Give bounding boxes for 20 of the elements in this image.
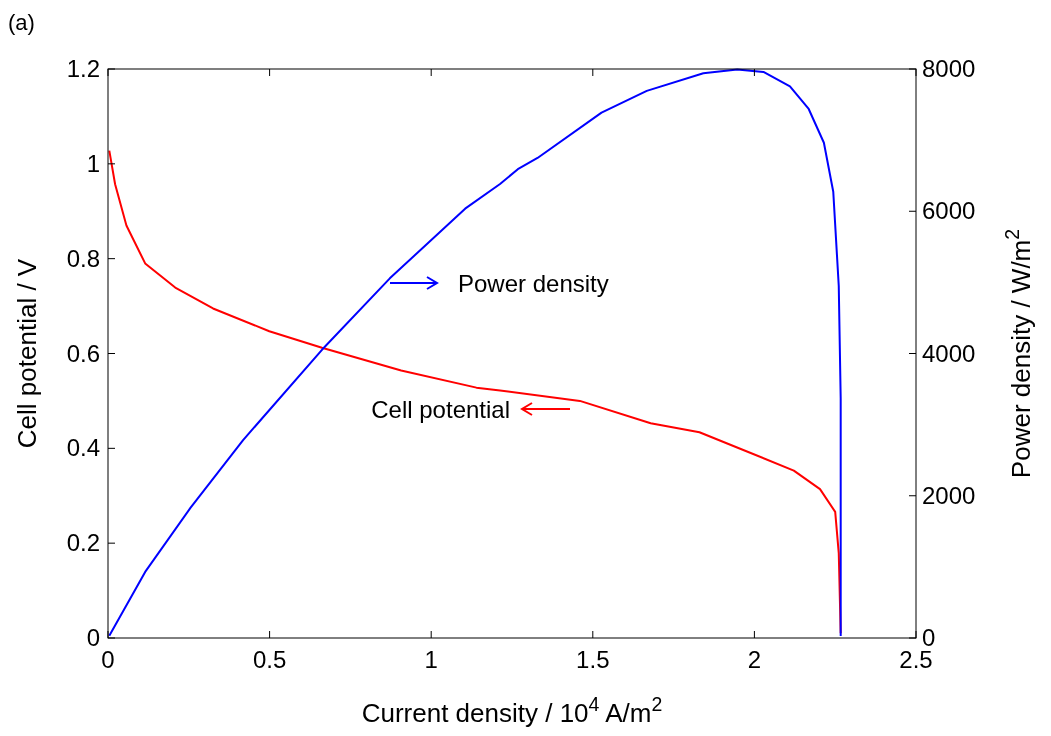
x-tick-label: 2 <box>747 646 762 673</box>
y-tick-label: 0.8 <box>66 244 100 272</box>
y-axis-title: Cell potential / V <box>12 258 42 449</box>
y-tick-label: 1 <box>86 149 100 177</box>
y2-tick-label: 8000 <box>922 55 976 82</box>
x-tick-label: 0.5 <box>252 646 287 673</box>
y-tick-label: 0 <box>86 624 100 651</box>
y2-tick-label: 2000 <box>922 481 976 509</box>
y-tick-label: 0.4 <box>66 434 100 462</box>
x-tick-label: 1 <box>424 646 438 673</box>
annotation: Cell potential <box>371 396 510 423</box>
annotation: Power density <box>458 270 609 297</box>
y-tick-label: 0.2 <box>66 529 100 557</box>
y-tick-label: 1.2 <box>66 55 100 82</box>
y2-tick-label: 4000 <box>922 339 976 367</box>
x-axis-title: Current density / 10$^{4}$ A/m$^{2}$ <box>361 693 663 728</box>
x-tick-label: 1.5 <box>576 646 610 673</box>
y-tick-label: 0.6 <box>66 339 100 367</box>
y2-tick-label: 6000 <box>922 197 976 225</box>
text: (a) <box>8 10 35 35</box>
